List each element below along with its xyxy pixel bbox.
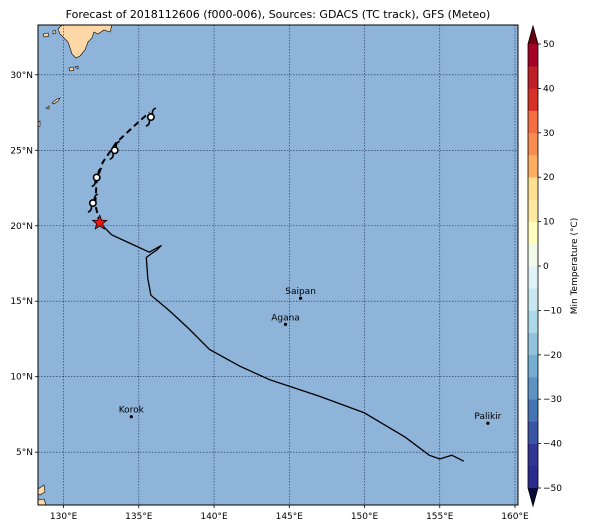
colorbar-bin bbox=[528, 243, 538, 267]
city-label: Saipan bbox=[285, 287, 316, 297]
colorbar-bin bbox=[528, 44, 538, 67]
colorbar-bin bbox=[528, 110, 538, 134]
forecast-track-line bbox=[94, 111, 150, 223]
colorbar-tick-label: −30 bbox=[543, 395, 562, 405]
city-dot bbox=[298, 296, 303, 300]
colorbar-bin bbox=[528, 266, 538, 289]
tropical-storm-icon bbox=[109, 140, 120, 161]
colorbar-tick-label: −50 bbox=[543, 484, 562, 494]
graticule bbox=[38, 25, 518, 505]
current-position-star-icon bbox=[91, 214, 108, 230]
colorbar-bin bbox=[528, 88, 538, 111]
colorbar-tick-label: −40 bbox=[543, 440, 562, 450]
colorbar-tick-label: 40 bbox=[543, 84, 555, 94]
lon-tick-label: 150°E bbox=[351, 512, 379, 522]
axis-ticks: 130°E 135°E 140°E 145°E 150°E 155°E 160°E 5°N 10… bbox=[10, 71, 529, 522]
lat-tick-label: 10°N bbox=[10, 373, 33, 383]
city-label: Korok bbox=[119, 406, 145, 416]
lat-tick-label: 30°N bbox=[10, 71, 33, 81]
colorbar-bin bbox=[528, 332, 538, 356]
colorbar-bin bbox=[528, 177, 538, 200]
lon-tick-label: 145°E bbox=[276, 512, 304, 522]
ocean-background bbox=[38, 25, 518, 505]
city-dot bbox=[129, 415, 133, 419]
colorbar-tick-label: −20 bbox=[543, 351, 562, 361]
land-island-small-4 bbox=[74, 65, 79, 70]
lon-tick-label: 160°E bbox=[501, 512, 529, 522]
colorbar-bin bbox=[528, 443, 538, 467]
colorbar-bin bbox=[528, 199, 538, 222]
colorbar-bin bbox=[528, 132, 538, 156]
colorbar-under-arrow bbox=[528, 488, 538, 506]
storm-symbols bbox=[87, 107, 157, 230]
colorbar-bin bbox=[528, 399, 538, 422]
lat-tick-label: 20°N bbox=[10, 222, 33, 232]
land-island-small-3 bbox=[68, 66, 75, 72]
colorbar-bin bbox=[528, 221, 538, 245]
colorbar-bin bbox=[528, 155, 538, 178]
colorbar-bin bbox=[528, 465, 538, 489]
land-island-small-1 bbox=[42, 32, 50, 38]
colorbar: 50 40 30 20 10 0 −10 −20 −30 −40 −50 Min Temperatur… bbox=[527, 24, 580, 508]
land-masses bbox=[37, 24, 113, 506]
city-markers: Saipan Agana Korok Palikir bbox=[119, 287, 502, 425]
tropical-storm-icon bbox=[145, 107, 157, 127]
lon-tick-label: 130°E bbox=[50, 512, 78, 522]
lat-tick-label: 25°N bbox=[10, 146, 33, 156]
lon-tick-label: 155°E bbox=[426, 512, 454, 522]
colorbar-bin bbox=[528, 354, 538, 378]
lon-tick-label: 140°E bbox=[200, 512, 228, 522]
lon-tick-label: 135°E bbox=[125, 512, 153, 522]
colorbar-tick-label: 50 bbox=[543, 40, 555, 50]
land-island-ryukyu-2 bbox=[45, 105, 50, 110]
lat-tick-label: 15°N bbox=[10, 297, 33, 307]
colorbar-tick-label: 30 bbox=[543, 129, 555, 139]
colorbar-label: Min Temperature (°C) bbox=[570, 218, 580, 315]
cyclone-tracks bbox=[94, 111, 465, 462]
observed-track-line bbox=[99, 222, 465, 462]
tropical-storm-icon bbox=[91, 167, 102, 188]
colorbar-bin bbox=[528, 66, 538, 89]
colorbar-tick-label: −10 bbox=[543, 306, 562, 316]
tropical-storm-icon bbox=[87, 193, 99, 213]
colorbar-over-arrow bbox=[528, 26, 538, 44]
map-title: Forecast of 2018112606 (f000-006), Sourc… bbox=[65, 8, 491, 21]
lat-tick-label: 5°N bbox=[16, 448, 33, 458]
city-label: Agana bbox=[271, 313, 300, 323]
city-dot bbox=[283, 322, 288, 326]
colorbar-tick-label: 20 bbox=[543, 173, 555, 183]
land-island-small-2 bbox=[52, 29, 57, 35]
colorbar-tick-label: 0 bbox=[543, 262, 549, 272]
city-dot bbox=[486, 421, 490, 425]
colorbar-bin bbox=[528, 421, 538, 444]
colorbar-bin bbox=[528, 310, 538, 333]
city-label: Palikir bbox=[474, 412, 501, 422]
colorbar-bin bbox=[528, 377, 538, 400]
map-frame bbox=[37, 24, 519, 506]
colorbar-bin bbox=[528, 288, 538, 311]
colorbar-tick-label: 10 bbox=[543, 218, 555, 228]
land-island-ryukyu bbox=[51, 97, 61, 105]
